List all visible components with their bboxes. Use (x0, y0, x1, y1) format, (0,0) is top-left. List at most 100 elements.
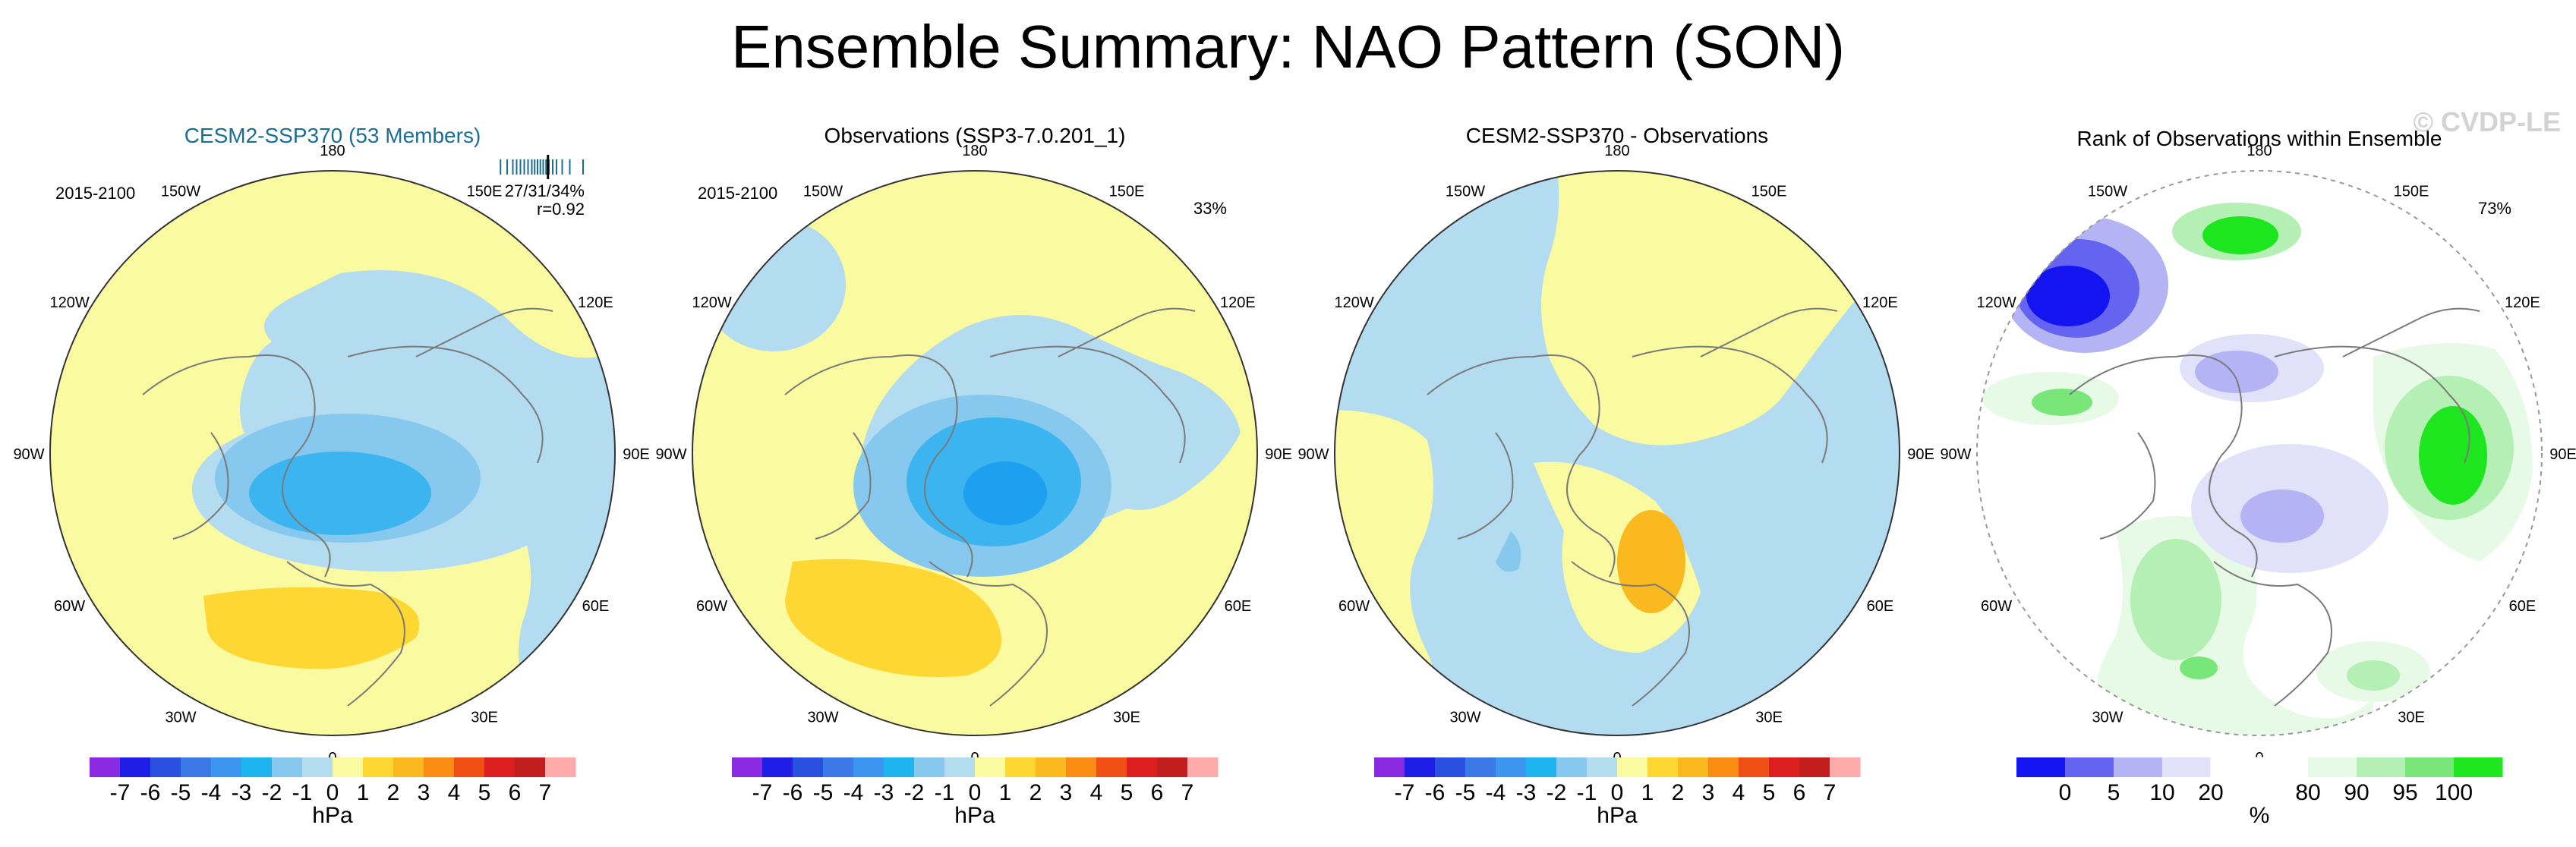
colorbar-tick-label: -1 (292, 780, 313, 805)
period-label: 2015-2100 (55, 184, 135, 203)
longitude-label: 30E (1755, 709, 1783, 726)
colorbar-swatch (90, 757, 121, 777)
colorbar-swatch (211, 757, 242, 777)
longitude-label: 60W (696, 598, 727, 615)
colorbar-tick-label: 7 (1181, 780, 1194, 805)
colorbar-swatch (1830, 757, 1861, 777)
colorbar-tick-label: 7 (1824, 780, 1837, 805)
colorbar-tick-label: 5 (1121, 780, 1134, 805)
colorbar-swatch (484, 757, 516, 777)
colorbar-swatch (1096, 757, 1127, 777)
longitude-label: 60W (1981, 598, 2012, 615)
colorbar-tick-label: 6 (1793, 780, 1806, 805)
longitude-label: 60W (1338, 598, 1370, 615)
colorbar-swatch (1678, 757, 1709, 777)
colorbar-tick-label: 5 (1763, 780, 1776, 805)
colorbar-swatch (2454, 757, 2503, 777)
longitude-label: 120W (49, 294, 89, 311)
colorbar-swatch (2210, 757, 2260, 778)
colorbar-tick-label: 4 (1090, 780, 1103, 805)
colorbar-tick-label: 5 (478, 780, 491, 805)
colorbar-tick-label: -6 (783, 780, 803, 805)
colorbar-swatch (2065, 757, 2114, 777)
colorbar-tick-label: 0 (2059, 780, 2072, 805)
colorbar-swatch (1157, 757, 1188, 777)
colorbar-swatch (1739, 757, 1770, 777)
colorbar-swatch (1405, 757, 1436, 777)
colorbar-tick-label: 80 (2295, 780, 2320, 805)
colorbar-swatch (545, 757, 576, 777)
longitude-label: 30W (1449, 709, 1480, 726)
colorbar-units: hPa (312, 803, 353, 828)
longitude-label: 90W (13, 446, 44, 463)
longitude-label: 150W (1446, 184, 1485, 200)
colorbar-swatch (1036, 757, 1067, 777)
colorbar-swatch (1005, 757, 1036, 777)
longitude-label: 30W (2092, 709, 2123, 726)
longitude-label: 120E (578, 294, 613, 311)
colorbar-tick-label: 6 (1151, 780, 1164, 805)
longitude-label: 90W (655, 446, 686, 463)
colorbar-tick-label: 2 (1672, 780, 1685, 805)
longitude-label: 90E (2549, 446, 2576, 463)
colorbar-tick-label: -2 (904, 780, 925, 805)
panel-ensemble-mean: CESM2-SSP370 (53 Members) 2015-2100 27/3… (13, 124, 649, 828)
colorbar-swatch (1066, 757, 1097, 777)
longitude-label: 60E (2509, 598, 2537, 615)
longitude-label: 90W (1297, 446, 1329, 463)
colorbar-tick-label: 90 (2344, 780, 2369, 805)
shade-light-blue (240, 270, 615, 735)
colorbar-tick-label: 1 (999, 780, 1012, 805)
colorbar-tick-label: 1 (357, 780, 370, 805)
colorbar-tick-label: 3 (1702, 780, 1715, 805)
colorbar-swatch (393, 757, 424, 777)
pattern-correlation: r=0.92 (537, 200, 585, 219)
colorbar-tick-label: -6 (140, 780, 161, 805)
period-label: 2015-2100 (698, 184, 777, 203)
colorbar-swatch (1374, 757, 1405, 777)
shade-rank-100 (2419, 406, 2487, 505)
colorbar-tick-label: 5 (2108, 780, 2120, 805)
colorbar-swatch (884, 757, 915, 777)
longitude-label: 30E (1113, 709, 1140, 726)
colorbar-tick-label: -5 (1455, 780, 1476, 805)
shade-gold (1617, 510, 1685, 613)
shade-yellow (1336, 171, 1900, 446)
ensemble-rank-strip (500, 155, 584, 179)
longitude-label: 120W (1334, 294, 1373, 311)
colorbar-swatch (1465, 757, 1496, 777)
watermark: © CVDP-LE (2413, 106, 2561, 137)
colorbar-swatch (975, 757, 1006, 777)
colorbar-swatch (2405, 757, 2455, 777)
colorbar-tick-label: -2 (1547, 780, 1567, 805)
colorbar-swatch (1127, 757, 1158, 777)
map-boundary (692, 170, 1258, 736)
panel-title: Observations (SSP3-7.0.201_1) (825, 124, 1126, 147)
longitude-label: 180 (1604, 143, 1629, 159)
shade-gold (203, 587, 420, 669)
longitude-label: 90E (623, 446, 650, 463)
shade-rank-0 (2026, 266, 2110, 326)
colorbar-swatch (2162, 757, 2212, 777)
coastlines (142, 307, 553, 707)
pattern-stats: 27/31/34% (505, 181, 585, 200)
panel-difference: CESM2-SSP370 - Observations 180 150E 120E 9… (1297, 124, 1934, 828)
longitude-label: 150W (161, 184, 200, 200)
colorbar-tick-label: 4 (448, 780, 461, 805)
colorbar-tick-label: 6 (509, 780, 522, 805)
colorbar-swatch (1799, 757, 1830, 777)
colorbar-swatch (181, 757, 212, 777)
colorbar-tick-label: 3 (418, 780, 430, 805)
colorbar-swatch (944, 757, 976, 777)
longitude-label: 120E (1862, 294, 1898, 311)
colorbar-swatch (2308, 757, 2357, 777)
colorbar-tick-label: -2 (262, 780, 282, 805)
map-boundary (49, 170, 616, 736)
longitude-label: 150E (1751, 184, 1787, 200)
shade-light-blue (702, 218, 846, 351)
shade-rank-90 (2347, 660, 2400, 691)
colorbar-tick-label: 0 (1611, 780, 1624, 805)
shade-rank-10 (2240, 490, 2324, 543)
longitude-label: 180 (320, 143, 345, 159)
colorbar-swatch (1587, 757, 1618, 777)
